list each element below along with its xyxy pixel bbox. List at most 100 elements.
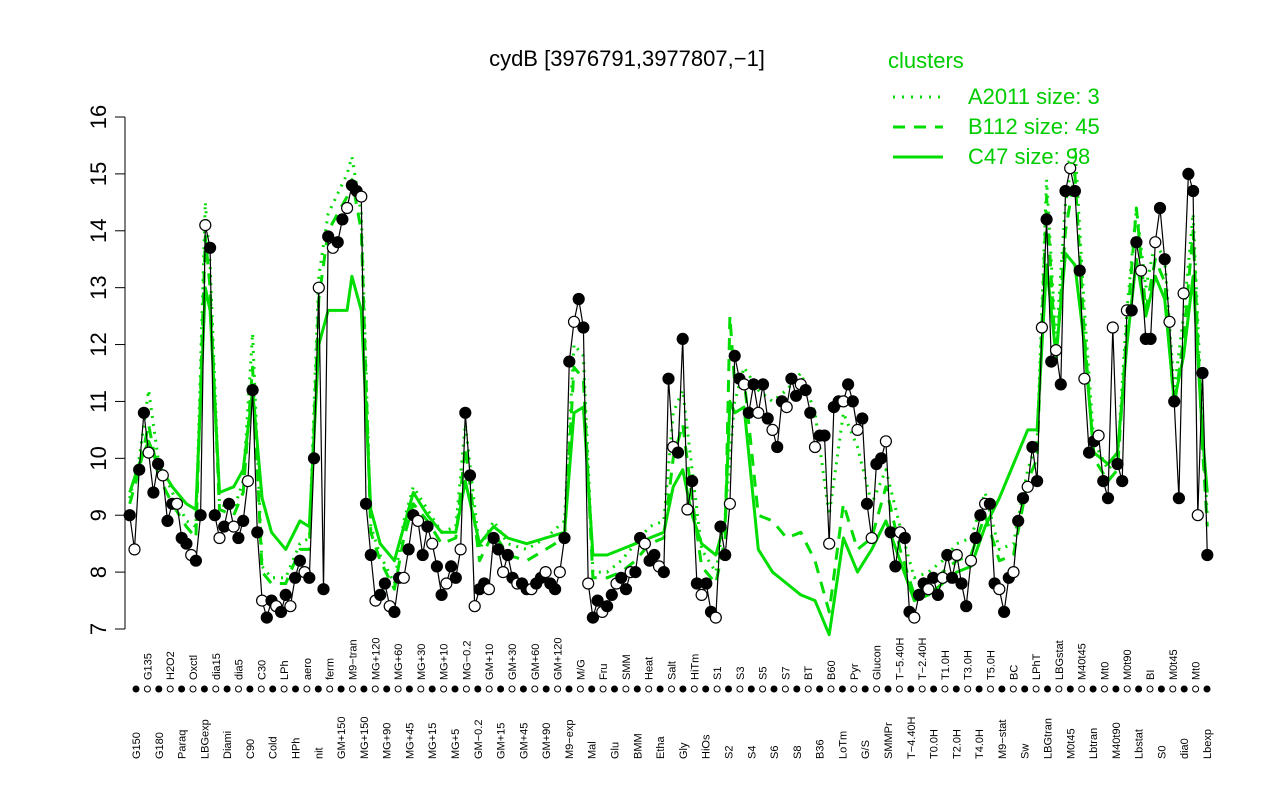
data-point [1158, 253, 1171, 266]
data-point [1116, 475, 1129, 488]
data-point [1191, 509, 1204, 522]
data-point [1045, 355, 1058, 368]
data-point [364, 548, 377, 562]
data-point [468, 600, 481, 613]
x-tick-label: S6 [769, 746, 781, 759]
data-point [808, 440, 822, 454]
data-point [841, 378, 855, 391]
x-tick-label: T−2.40H [917, 637, 929, 680]
data-point [1030, 475, 1044, 488]
x-tick-label: H2O2 [165, 651, 177, 680]
x-tick-label: LPh [279, 660, 291, 680]
x-rug-mark [1101, 685, 1108, 693]
data-point [307, 452, 321, 465]
data-point [931, 588, 945, 602]
x-rug-mark [1157, 685, 1165, 693]
x-tick-label: Glucon [872, 645, 884, 680]
data-point [449, 571, 462, 584]
y-tick-label: 12 [86, 332, 111, 356]
data-point [685, 475, 699, 488]
data-point [1201, 548, 1214, 562]
x-tick-label: MG+45 [404, 723, 416, 759]
x-rug-mark [850, 685, 858, 693]
x-rug-mark [246, 685, 254, 693]
x-rug-mark [622, 685, 630, 693]
data-point [222, 497, 236, 510]
x-rug-mark [371, 685, 379, 693]
legend: clusters A2011 size: 3 B112 size: 45 C47… [888, 48, 1100, 169]
data-point [719, 548, 732, 562]
data-point [1153, 201, 1167, 215]
data-point [156, 469, 169, 482]
data-point [1130, 236, 1143, 249]
x-tick-label: MG+30 [416, 644, 428, 680]
x-tick-label: MG+120 [370, 638, 382, 681]
data-point [615, 571, 628, 584]
x-tick-label: T−4.40H [906, 716, 918, 759]
data-point [426, 537, 439, 550]
x-tick-label: nit [313, 747, 325, 759]
data-point [974, 509, 987, 522]
data-point [728, 349, 741, 362]
x-tick-label: B36 [815, 739, 827, 759]
data-point [199, 219, 212, 232]
data-point [374, 588, 387, 602]
x-rug-mark [326, 685, 334, 693]
x-tick-label: GM+60 [530, 644, 542, 680]
data-point [582, 577, 595, 590]
x-rug-mark [519, 685, 527, 693]
data-point [676, 332, 689, 345]
x-rug-mark [417, 685, 425, 693]
x-tick-label: GM+10 [484, 644, 496, 680]
x-rug-mark [360, 685, 368, 693]
series-line-dotted [128, 143, 1209, 585]
data-point [600, 600, 614, 613]
x-rug-mark [679, 685, 687, 693]
data-point [983, 497, 997, 510]
data-point [950, 548, 963, 562]
data-point [208, 509, 221, 522]
x-tick-label: G/S [860, 740, 872, 759]
data-point [487, 531, 500, 545]
data-point [619, 583, 633, 596]
x-tick-label: GM+150 [336, 717, 348, 760]
x-tick-label: M40t45 [1077, 643, 1089, 680]
data-point [1049, 344, 1063, 357]
data-point [1111, 457, 1124, 471]
data-point [388, 605, 401, 619]
data-point [445, 560, 458, 573]
data-point [147, 486, 160, 499]
x-tick-label: LBGexp [199, 719, 211, 759]
x-rug-mark [668, 685, 675, 693]
x-tick-label: Diami [222, 731, 234, 759]
data-point [799, 384, 812, 397]
x-rug-mark [759, 685, 767, 693]
data-point [969, 531, 982, 545]
data-point [539, 565, 552, 579]
x-rug-mark [143, 685, 151, 693]
data-point [1054, 378, 1067, 391]
data-point [955, 577, 968, 590]
x-tick-label: G150 [131, 732, 143, 759]
data-point [648, 548, 661, 562]
x-tick-label: M9−stat [997, 720, 1009, 759]
x-tick-label: GM+15 [496, 723, 508, 759]
data-point [1012, 514, 1025, 528]
x-rug-mark [200, 685, 208, 693]
data-point [756, 378, 770, 391]
x-tick-label: S7 [780, 667, 792, 680]
data-point [771, 440, 784, 454]
x-rug-mark [1032, 685, 1040, 693]
x-rug-mark [1192, 685, 1200, 693]
data-point [402, 543, 415, 556]
data-point [875, 452, 888, 465]
y-tick-label: 7 [86, 623, 111, 635]
x-tick-label: MG+10 [439, 644, 451, 680]
data-point [553, 565, 566, 579]
x-rug-mark [1055, 685, 1063, 693]
x-rug-mark [918, 685, 926, 693]
x-tick-label: T0.0H [929, 729, 941, 759]
x-tick-label: T4.0H [974, 729, 986, 759]
x-tick-label: Mt0 [1100, 662, 1112, 680]
